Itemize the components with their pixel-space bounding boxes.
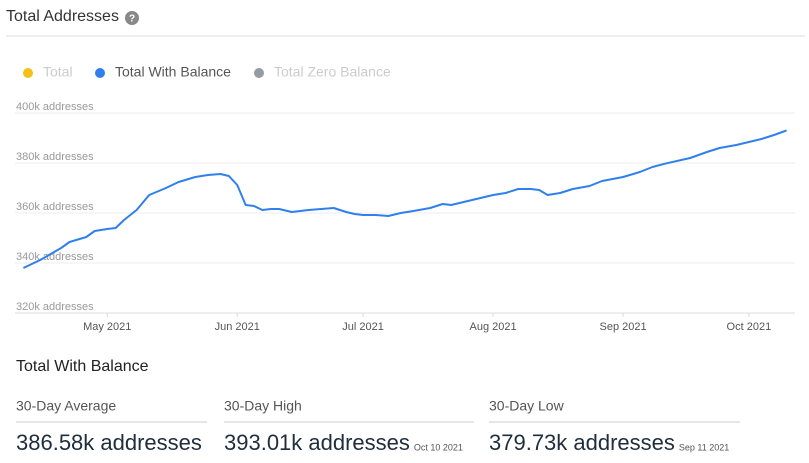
y-tick-label: 380k addresses [16,151,94,163]
legend-marker[interactable] [23,68,33,78]
y-tick-label: 360k addresses [16,201,94,213]
stat-value: 393.01k addresses [224,430,410,455]
stat-label: 30-Day Average [16,398,116,414]
legend-label[interactable]: Total [43,64,73,80]
x-tick-label: Oct 2021 [727,321,772,333]
stat-date: Sep 11 2021 [679,442,729,452]
legend-label[interactable]: Total Zero Balance [274,64,391,80]
legend-marker[interactable] [95,68,105,78]
y-tick-label: 340k addresses [16,251,94,263]
stat-value: 386.58k addresses [16,430,202,455]
stat-label: 30-Day Low [489,398,565,414]
help-icon-glyph: ? [129,14,135,25]
x-tick-label: Jul 2021 [342,321,384,333]
help-icon[interactable] [125,11,139,25]
stat-date: Oct 10 2021 [414,442,463,452]
y-tick-label: 320k addresses [16,301,94,313]
stat-value: 379.73k addresses [489,430,675,455]
legend-label[interactable]: Total With Balance [115,64,231,80]
legend-marker[interactable] [254,68,264,78]
series-line [22,129,787,269]
stats-title: Total With Balance [16,358,149,375]
x-tick-label: Sep 2021 [600,321,647,333]
page-title: Total Addresses [6,8,119,25]
stat-label: 30-Day High [224,398,302,414]
x-tick-label: Jun 2021 [215,321,260,333]
y-tick-label: 400k addresses [16,101,94,113]
x-tick-label: Aug 2021 [470,321,517,333]
x-tick-label: May 2021 [83,321,131,333]
